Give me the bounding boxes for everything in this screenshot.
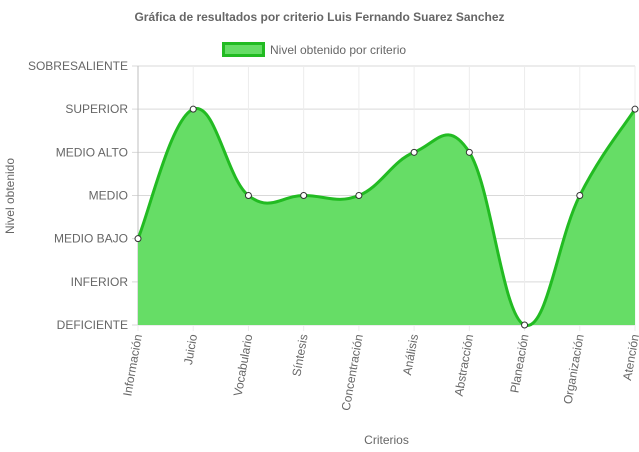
x-tick-label: Vocabulario xyxy=(231,333,256,398)
legend-swatch xyxy=(222,42,265,57)
y-tick-label: MEDIO xyxy=(89,189,128,203)
y-tick-label: SOBRESALIENTE xyxy=(28,59,128,73)
x-tick-label: Síntesis xyxy=(289,333,310,377)
legend-label: Nivel obtenido por criterio xyxy=(270,43,406,57)
x-axis-title: Criterios xyxy=(364,433,409,447)
y-tick-label: SUPERIOR xyxy=(65,102,128,116)
x-tick-label: Juicio xyxy=(181,333,200,366)
series-area xyxy=(138,108,635,326)
x-tick-label: Atención xyxy=(620,333,639,381)
data-point[interactable] xyxy=(244,192,252,199)
y-axis-ticks: DEFICIENTE INFERIOR MEDIO BAJO MEDIO MEDIO A… xyxy=(28,59,128,332)
x-tick-label: Análisis xyxy=(400,333,421,376)
data-point[interactable] xyxy=(300,192,308,199)
chart-title: Gráfica de resultados por criterio Luis … xyxy=(134,10,504,24)
data-point[interactable] xyxy=(410,148,418,156)
data-point[interactable] xyxy=(355,192,363,199)
x-tick-label: Planeación xyxy=(507,333,531,394)
data-point[interactable] xyxy=(631,105,639,113)
x-tick-label: Organización xyxy=(561,333,587,405)
y-tick-label: DEFICIENTE xyxy=(57,318,128,332)
plot-area xyxy=(134,105,639,329)
data-point[interactable] xyxy=(134,235,142,243)
x-axis-ticks: Información Juicio Vocabulario Síntesis Conc… xyxy=(120,333,639,412)
y-axis-title: Nivel obtenido xyxy=(3,158,17,234)
data-point[interactable] xyxy=(576,192,584,199)
data-point[interactable] xyxy=(189,105,197,113)
x-tick-label: Concentración xyxy=(339,333,366,412)
data-point[interactable] xyxy=(465,148,473,156)
series-line xyxy=(136,107,637,327)
y-tick-label: MEDIO BAJO xyxy=(54,232,128,246)
y-tick-label: MEDIO ALTO xyxy=(56,145,128,159)
data-point[interactable] xyxy=(521,321,529,329)
x-tick-label: Abstracción xyxy=(452,333,477,397)
y-tick-label: INFERIOR xyxy=(71,275,129,289)
x-tick-label: Información xyxy=(120,333,145,397)
legend[interactable]: Nivel obtenido por criterio xyxy=(222,42,407,57)
